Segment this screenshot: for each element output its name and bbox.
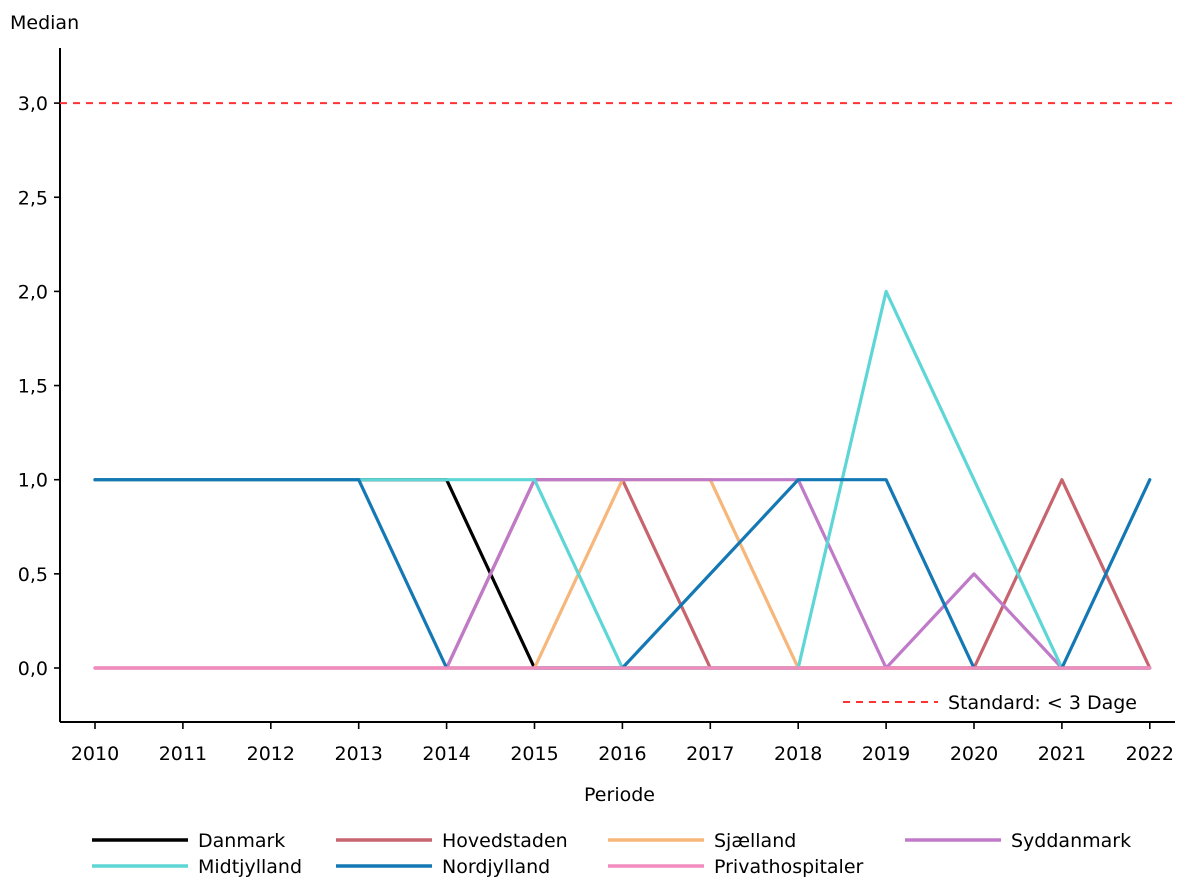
legend-label: Syddanmark <box>1011 830 1131 852</box>
y-tick-label: 2,5 <box>18 187 48 209</box>
y-tick-label: 1,5 <box>18 376 48 398</box>
x-tick-label: 2018 <box>774 743 822 765</box>
y-axis-label: Median <box>10 12 79 34</box>
x-tick-label: 2012 <box>247 743 295 765</box>
axes: 0,0 0,5 1,0 1,5 2,0 2,5 3,0 2010 2011 2012 2013 201… <box>10 12 1175 806</box>
x-tick-label: 2017 <box>686 743 734 765</box>
series-line-sj-lland <box>93 478 1152 670</box>
y-tick-label: 3,0 <box>18 93 48 115</box>
x-tick-label: 2019 <box>862 743 910 765</box>
x-tick-label: 2010 <box>71 743 119 765</box>
legend-label: Midtjylland <box>198 856 302 878</box>
y-tick-label: 1,0 <box>18 470 48 492</box>
y-tick-label: 0,5 <box>18 564 48 586</box>
legend-label: Privathospitaler <box>714 856 864 878</box>
x-tick-label: 2022 <box>1126 743 1174 765</box>
x-tick-label: 2011 <box>159 743 207 765</box>
x-axis-label: Periode <box>584 784 655 806</box>
legend: Danmark Hovedstaden Sjælland Syddanmark Midt… <box>92 830 1131 878</box>
x-tick-label: 2015 <box>510 743 558 765</box>
series-group <box>93 289 1152 670</box>
legend-label: Sjælland <box>714 830 796 852</box>
x-tick-label: 2013 <box>335 743 383 765</box>
x-tick-label: 2016 <box>598 743 646 765</box>
legend-label: Nordjylland <box>442 856 550 878</box>
series-line-danmark <box>93 478 1152 670</box>
legend-label: Hovedstaden <box>442 830 568 852</box>
y-tick-label: 2,0 <box>18 281 48 303</box>
series-line-syddanmark <box>93 478 1152 670</box>
x-tick-label: 2020 <box>950 743 998 765</box>
standard-legend-label: Standard: < 3 Dage <box>948 692 1137 714</box>
x-tick-label: 2021 <box>1038 743 1086 765</box>
y-tick-label: 0,0 <box>18 658 48 680</box>
legend-label: Danmark <box>198 830 285 852</box>
series-line-hovedstaden <box>93 478 1152 670</box>
x-tick-label: 2014 <box>422 743 470 765</box>
standard-legend: Standard: < 3 Dage <box>843 692 1137 714</box>
series-line-nordjylland <box>93 478 1152 670</box>
